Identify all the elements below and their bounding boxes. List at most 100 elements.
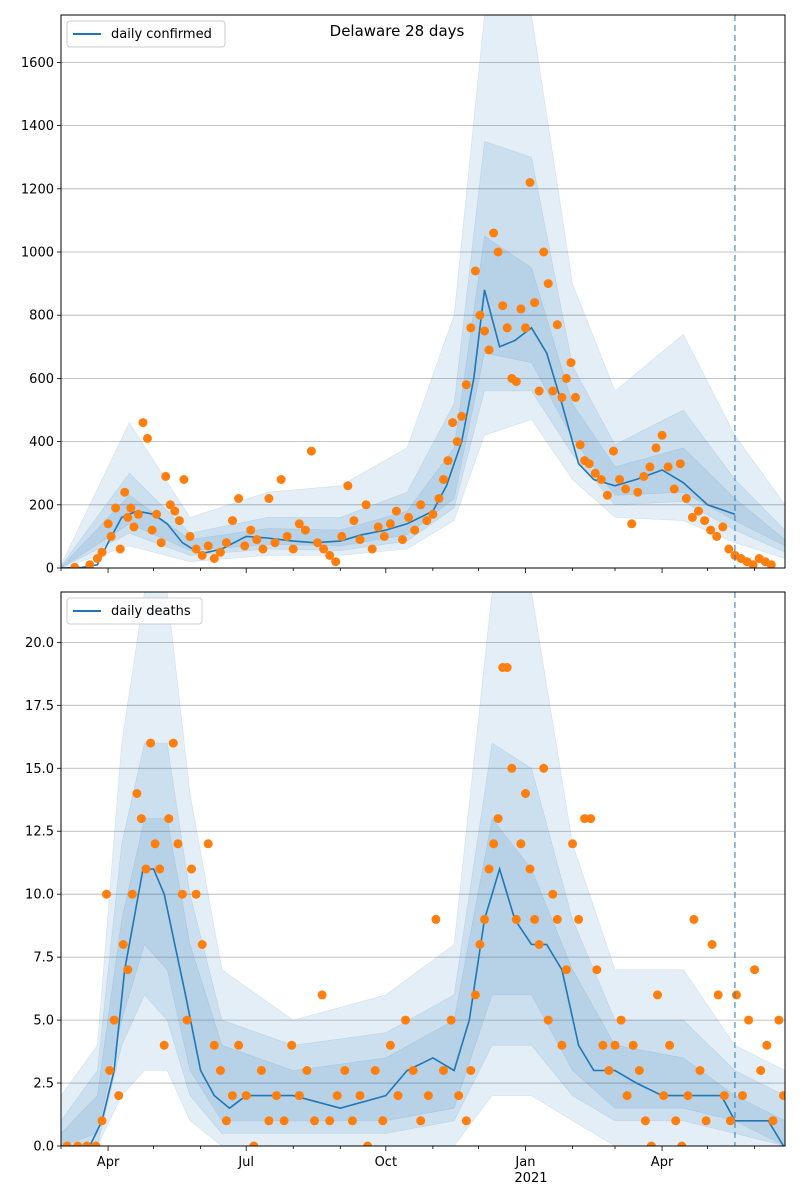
data-point <box>651 443 661 453</box>
uncertainty-band-1 <box>61 592 785 1146</box>
data-point <box>306 446 316 456</box>
data-point <box>152 509 162 519</box>
y-tick-label: 5.0 <box>33 1014 54 1029</box>
data-point <box>209 554 219 563</box>
data-point <box>143 433 152 443</box>
data-point <box>663 462 673 472</box>
data-point <box>525 864 535 874</box>
data-point <box>480 914 489 924</box>
data-point <box>123 512 133 522</box>
data-point <box>325 1116 335 1126</box>
data-point <box>475 940 485 949</box>
data-point <box>391 506 401 516</box>
data-point <box>378 1116 388 1126</box>
data-point <box>443 456 453 466</box>
y-tick-label: 1000 <box>21 246 54 261</box>
data-point <box>681 494 691 503</box>
data-point <box>355 535 365 545</box>
y-tick-label: 7.5 <box>33 951 54 966</box>
data-point <box>484 864 494 874</box>
data-point <box>252 535 262 545</box>
data-point <box>750 965 760 975</box>
data-point <box>454 1091 464 1101</box>
data-point <box>401 1015 410 1025</box>
y-tick-label: 1200 <box>21 182 54 197</box>
data-point <box>489 228 499 238</box>
data-point <box>428 509 438 519</box>
y-tick-label: 10.0 <box>25 888 54 903</box>
data-point <box>671 1116 681 1126</box>
data-point <box>422 516 432 526</box>
data-point <box>543 1015 553 1025</box>
data-point <box>385 519 395 529</box>
data-point <box>653 990 662 1000</box>
data-point <box>434 494 444 503</box>
x-tick-label: Apr <box>97 1155 120 1170</box>
data-point <box>779 1091 785 1101</box>
data-point <box>493 814 503 824</box>
data-point <box>203 839 213 849</box>
data-point <box>215 547 225 557</box>
data-point <box>191 544 201 554</box>
data-point <box>701 1116 711 1126</box>
data-point <box>706 525 716 535</box>
data-point <box>165 500 175 510</box>
x-tick-label: Jul <box>237 1155 254 1170</box>
data-point <box>221 538 231 548</box>
uncertainty-band-3 <box>61 817 785 1146</box>
deaths-axes-frame <box>60 591 786 1147</box>
y-tick-label: 0.0 <box>33 1140 54 1155</box>
data-point <box>470 266 480 276</box>
data-point <box>640 1116 650 1126</box>
data-point <box>590 468 600 478</box>
data-point <box>561 965 571 975</box>
data-point <box>646 1141 656 1146</box>
data-point <box>197 550 207 560</box>
data-point <box>683 1091 693 1101</box>
data-point <box>557 1040 567 1050</box>
data-point <box>62 1141 72 1146</box>
data-point <box>337 531 347 541</box>
data-point <box>85 560 95 568</box>
data-point <box>228 516 237 526</box>
data-point <box>416 500 426 510</box>
data-point <box>234 494 244 503</box>
data-point <box>700 516 710 526</box>
data-point <box>370 1066 380 1075</box>
data-point <box>168 738 178 748</box>
data-point <box>566 358 576 368</box>
data-point <box>628 1040 638 1050</box>
data-point <box>132 789 142 798</box>
data-point <box>616 1015 626 1025</box>
y-tick-label: 2.5 <box>33 1077 54 1092</box>
data-point <box>159 1040 169 1050</box>
data-point <box>774 1015 784 1025</box>
confirmed-points <box>70 178 776 568</box>
data-point <box>507 763 517 773</box>
data-point <box>294 519 304 529</box>
data-point <box>129 522 139 532</box>
data-point <box>568 839 577 849</box>
uncertainty-band-1 <box>61 15 785 568</box>
data-point <box>639 471 649 481</box>
data-point <box>592 965 602 975</box>
data-point <box>92 554 102 563</box>
data-point <box>102 889 111 899</box>
x-year-label: 2021 <box>514 1171 547 1186</box>
data-point <box>511 377 521 387</box>
data-point <box>480 326 489 336</box>
data-point <box>331 557 341 567</box>
y-tick-label: 17.5 <box>25 699 54 714</box>
confirmed-panel: 0 200 400 600 800 1000 1200 1400 1600 Delaware 2… <box>21 14 786 577</box>
data-point <box>97 547 107 557</box>
y-tick-label: 1400 <box>21 119 54 134</box>
data-point <box>115 544 125 554</box>
data-point <box>170 506 180 516</box>
data-point <box>203 541 213 551</box>
data-point <box>502 663 512 672</box>
data-point <box>718 522 728 532</box>
data-point <box>300 525 310 535</box>
legend-box <box>66 20 226 48</box>
data-point <box>516 304 526 314</box>
data-point <box>240 541 250 551</box>
